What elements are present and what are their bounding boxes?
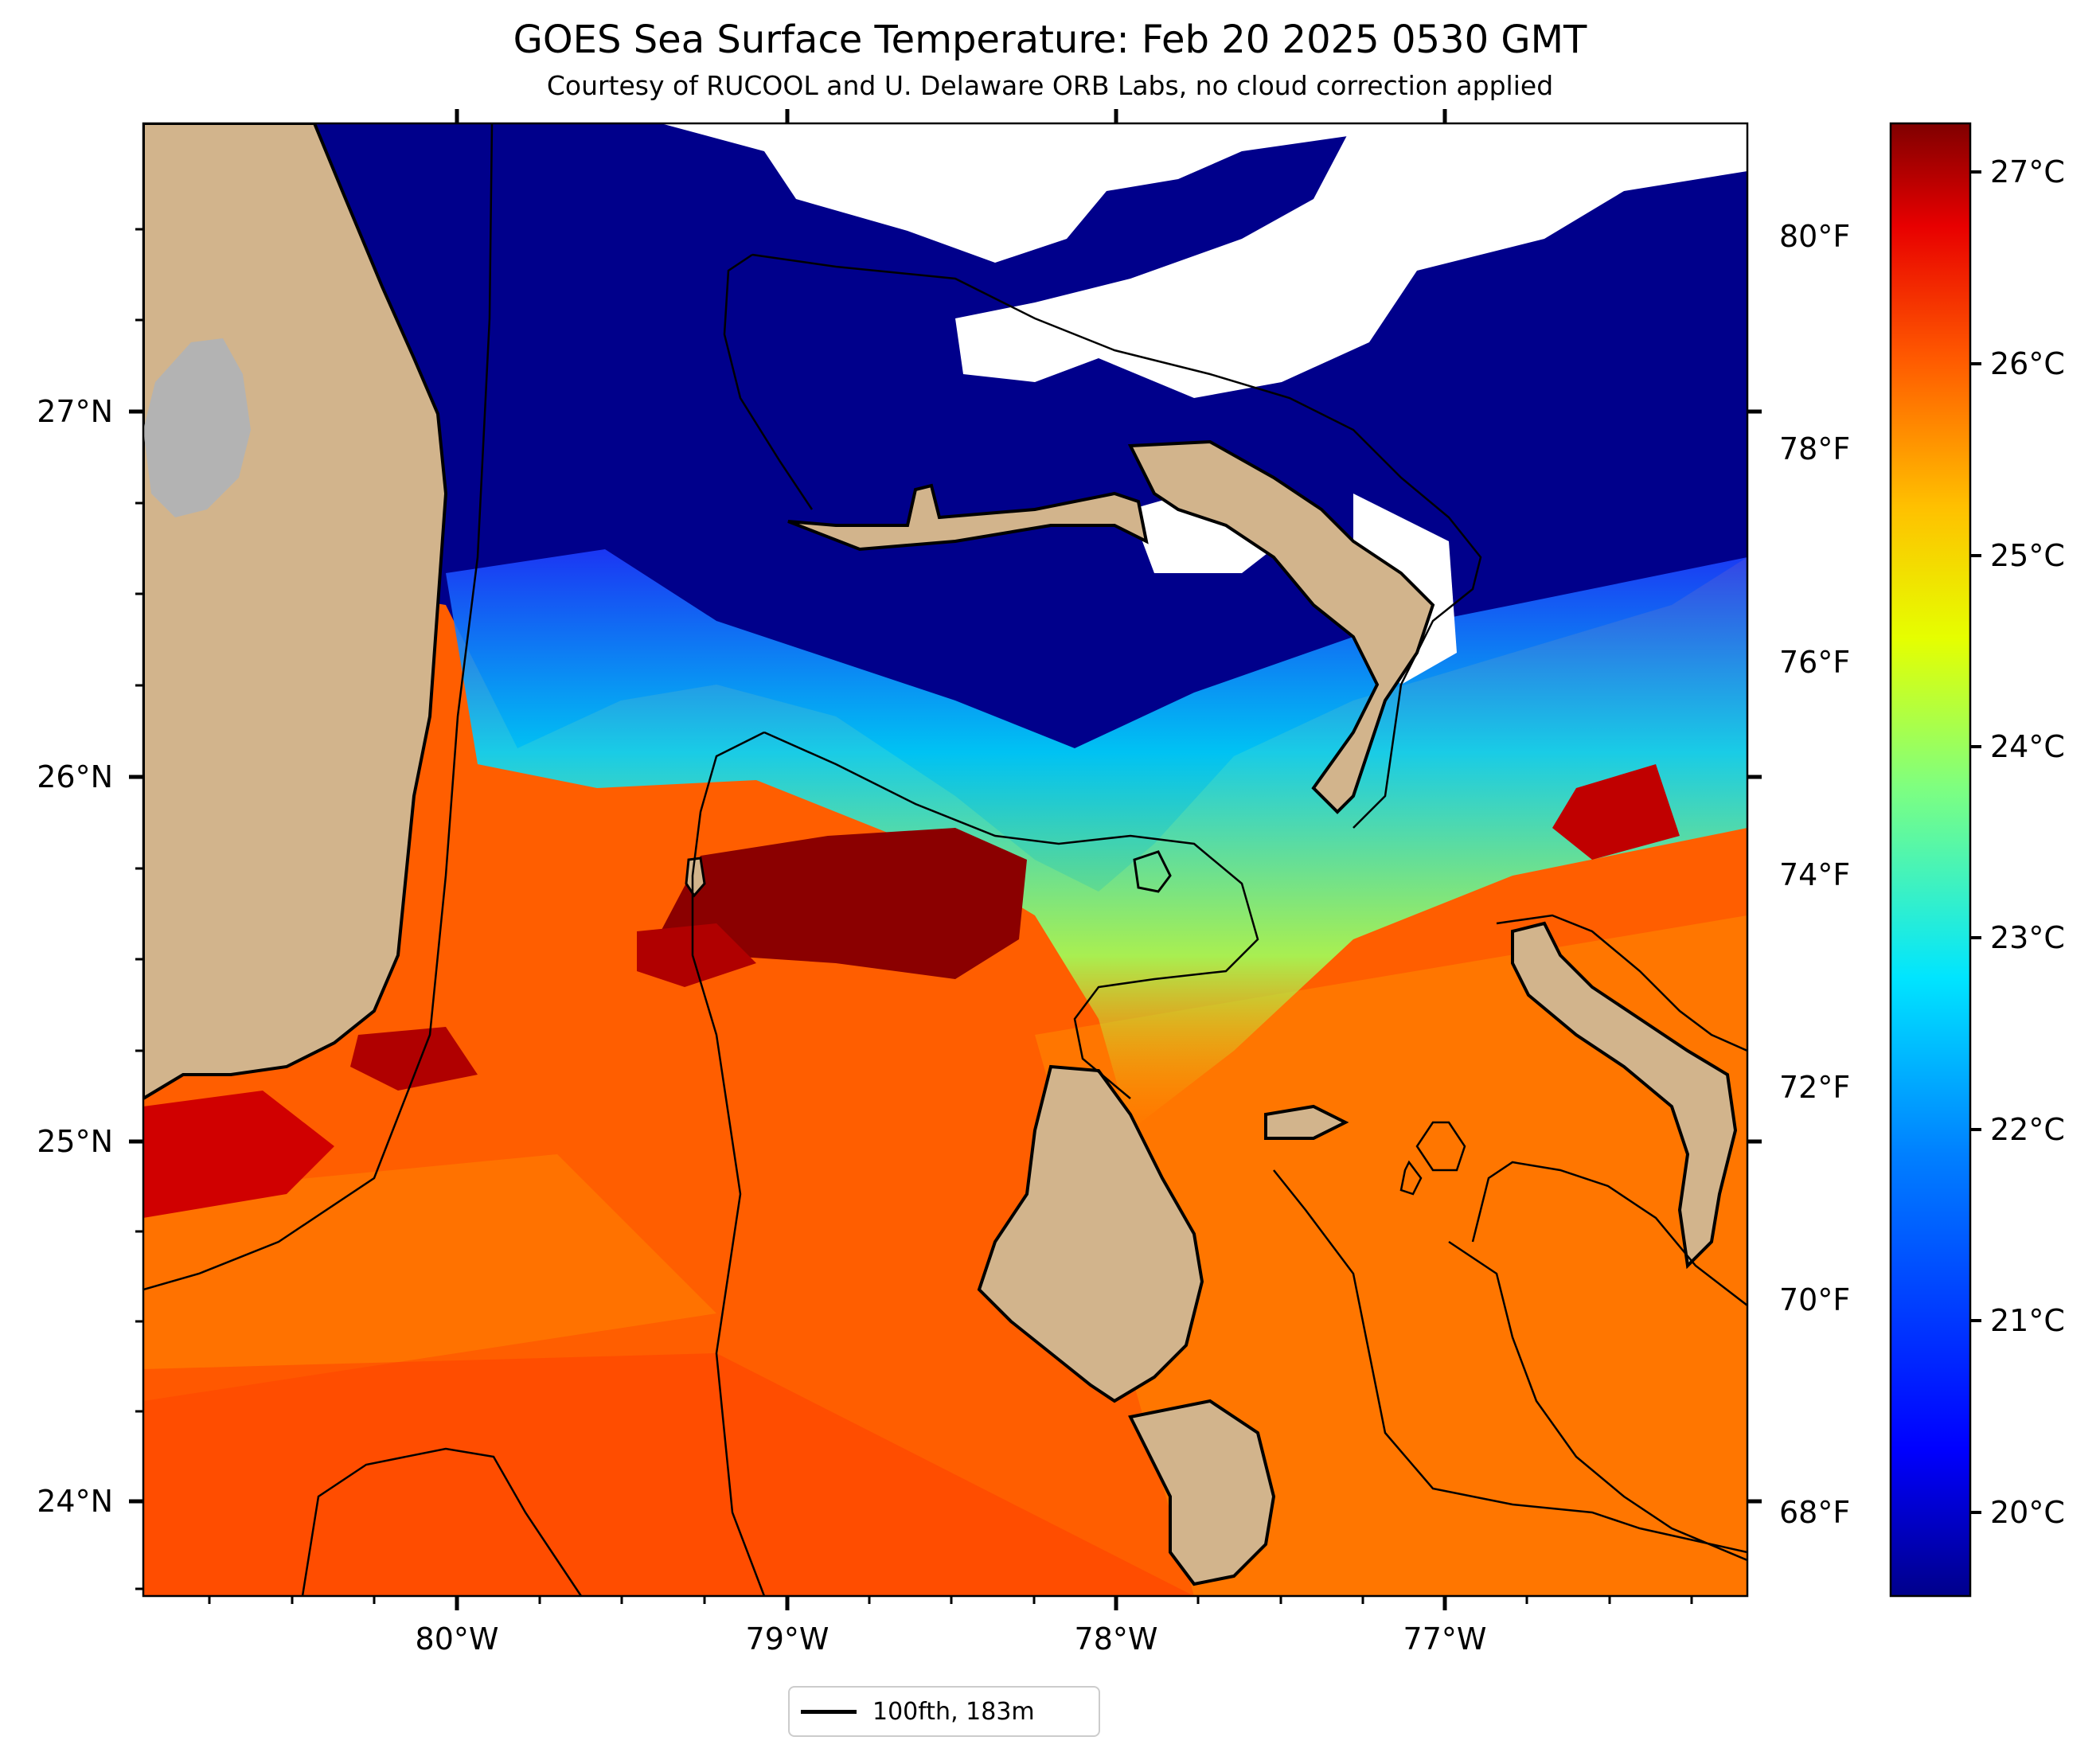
fahrenheit-label: 68°F bbox=[1779, 1495, 1850, 1530]
cloud-central bbox=[955, 123, 1747, 398]
warm-water-south bbox=[143, 1353, 1194, 1596]
fahrenheit-label: 78°F bbox=[1779, 431, 1850, 466]
eleuthera-island bbox=[1511, 921, 1738, 1270]
andros-island bbox=[977, 1064, 1204, 1403]
lon-label: 78°W bbox=[1075, 1621, 1158, 1657]
lon-label: 80°W bbox=[416, 1621, 499, 1657]
legend-line-swatch bbox=[801, 1709, 857, 1714]
bathymetry-contours bbox=[143, 123, 1747, 1596]
celsius-label: 23°C bbox=[1990, 920, 2065, 955]
celsius-label: 26°C bbox=[1990, 346, 2065, 381]
bimini-island bbox=[685, 857, 706, 898]
legend: 100fth, 183m bbox=[788, 1686, 1100, 1737]
map-frame bbox=[142, 122, 1749, 1598]
map-area bbox=[143, 123, 1747, 1596]
cloud-north bbox=[661, 123, 1401, 263]
celsius-label: 21°C bbox=[1990, 1303, 2065, 1338]
fahrenheit-label: 76°F bbox=[1779, 645, 1850, 680]
lon-label: 77°W bbox=[1403, 1621, 1487, 1657]
lat-ticks-right bbox=[1747, 409, 1762, 1504]
warm-core bbox=[661, 828, 1027, 979]
warm-patch bbox=[637, 923, 756, 987]
abaco-island bbox=[1127, 439, 1435, 814]
warm-patch bbox=[1552, 764, 1680, 860]
legend-label: 100fth, 183m bbox=[872, 1697, 1035, 1726]
lat-label: 24°N bbox=[37, 1484, 113, 1519]
celsius-ticks bbox=[1970, 170, 1981, 1514]
fahrenheit-label: 72°F bbox=[1779, 1070, 1850, 1105]
berry-islands bbox=[1264, 1104, 1349, 1140]
lat-ticks-left bbox=[129, 409, 143, 1504]
minor-ticks bbox=[135, 228, 1693, 1604]
celsius-label: 24°C bbox=[1990, 729, 2065, 764]
chart-subtitle: Courtesy of RUCOOL and U. Delaware ORB L… bbox=[546, 70, 1554, 101]
fahrenheit-label: 70°F bbox=[1779, 1282, 1850, 1317]
lon-ticks bbox=[455, 109, 1447, 1610]
celsius-label: 22°C bbox=[1990, 1112, 2065, 1147]
grand-bahama-island bbox=[787, 483, 1149, 552]
celsius-label: 27°C bbox=[1990, 154, 2065, 189]
lake-okeechobee bbox=[143, 338, 251, 517]
lat-label: 25°N bbox=[37, 1124, 113, 1159]
fahrenheit-label: 74°F bbox=[1779, 857, 1850, 892]
celsius-label: 25°C bbox=[1990, 538, 2065, 573]
lon-label: 79°W bbox=[746, 1621, 829, 1657]
cay bbox=[1133, 850, 1172, 893]
fahrenheit-label: 80°F bbox=[1779, 219, 1850, 254]
lat-label: 26°N bbox=[37, 759, 113, 794]
warm-patch bbox=[143, 1091, 334, 1218]
lat-label: 27°N bbox=[37, 394, 113, 429]
andros-south-island bbox=[1128, 1399, 1276, 1586]
colorbar bbox=[1889, 122, 1972, 1598]
warm-water-west bbox=[143, 1154, 716, 1401]
chart-title: GOES Sea Surface Temperature: Feb 20 202… bbox=[513, 18, 1587, 62]
warm-patch bbox=[350, 1027, 478, 1091]
celsius-label: 20°C bbox=[1990, 1495, 2065, 1530]
